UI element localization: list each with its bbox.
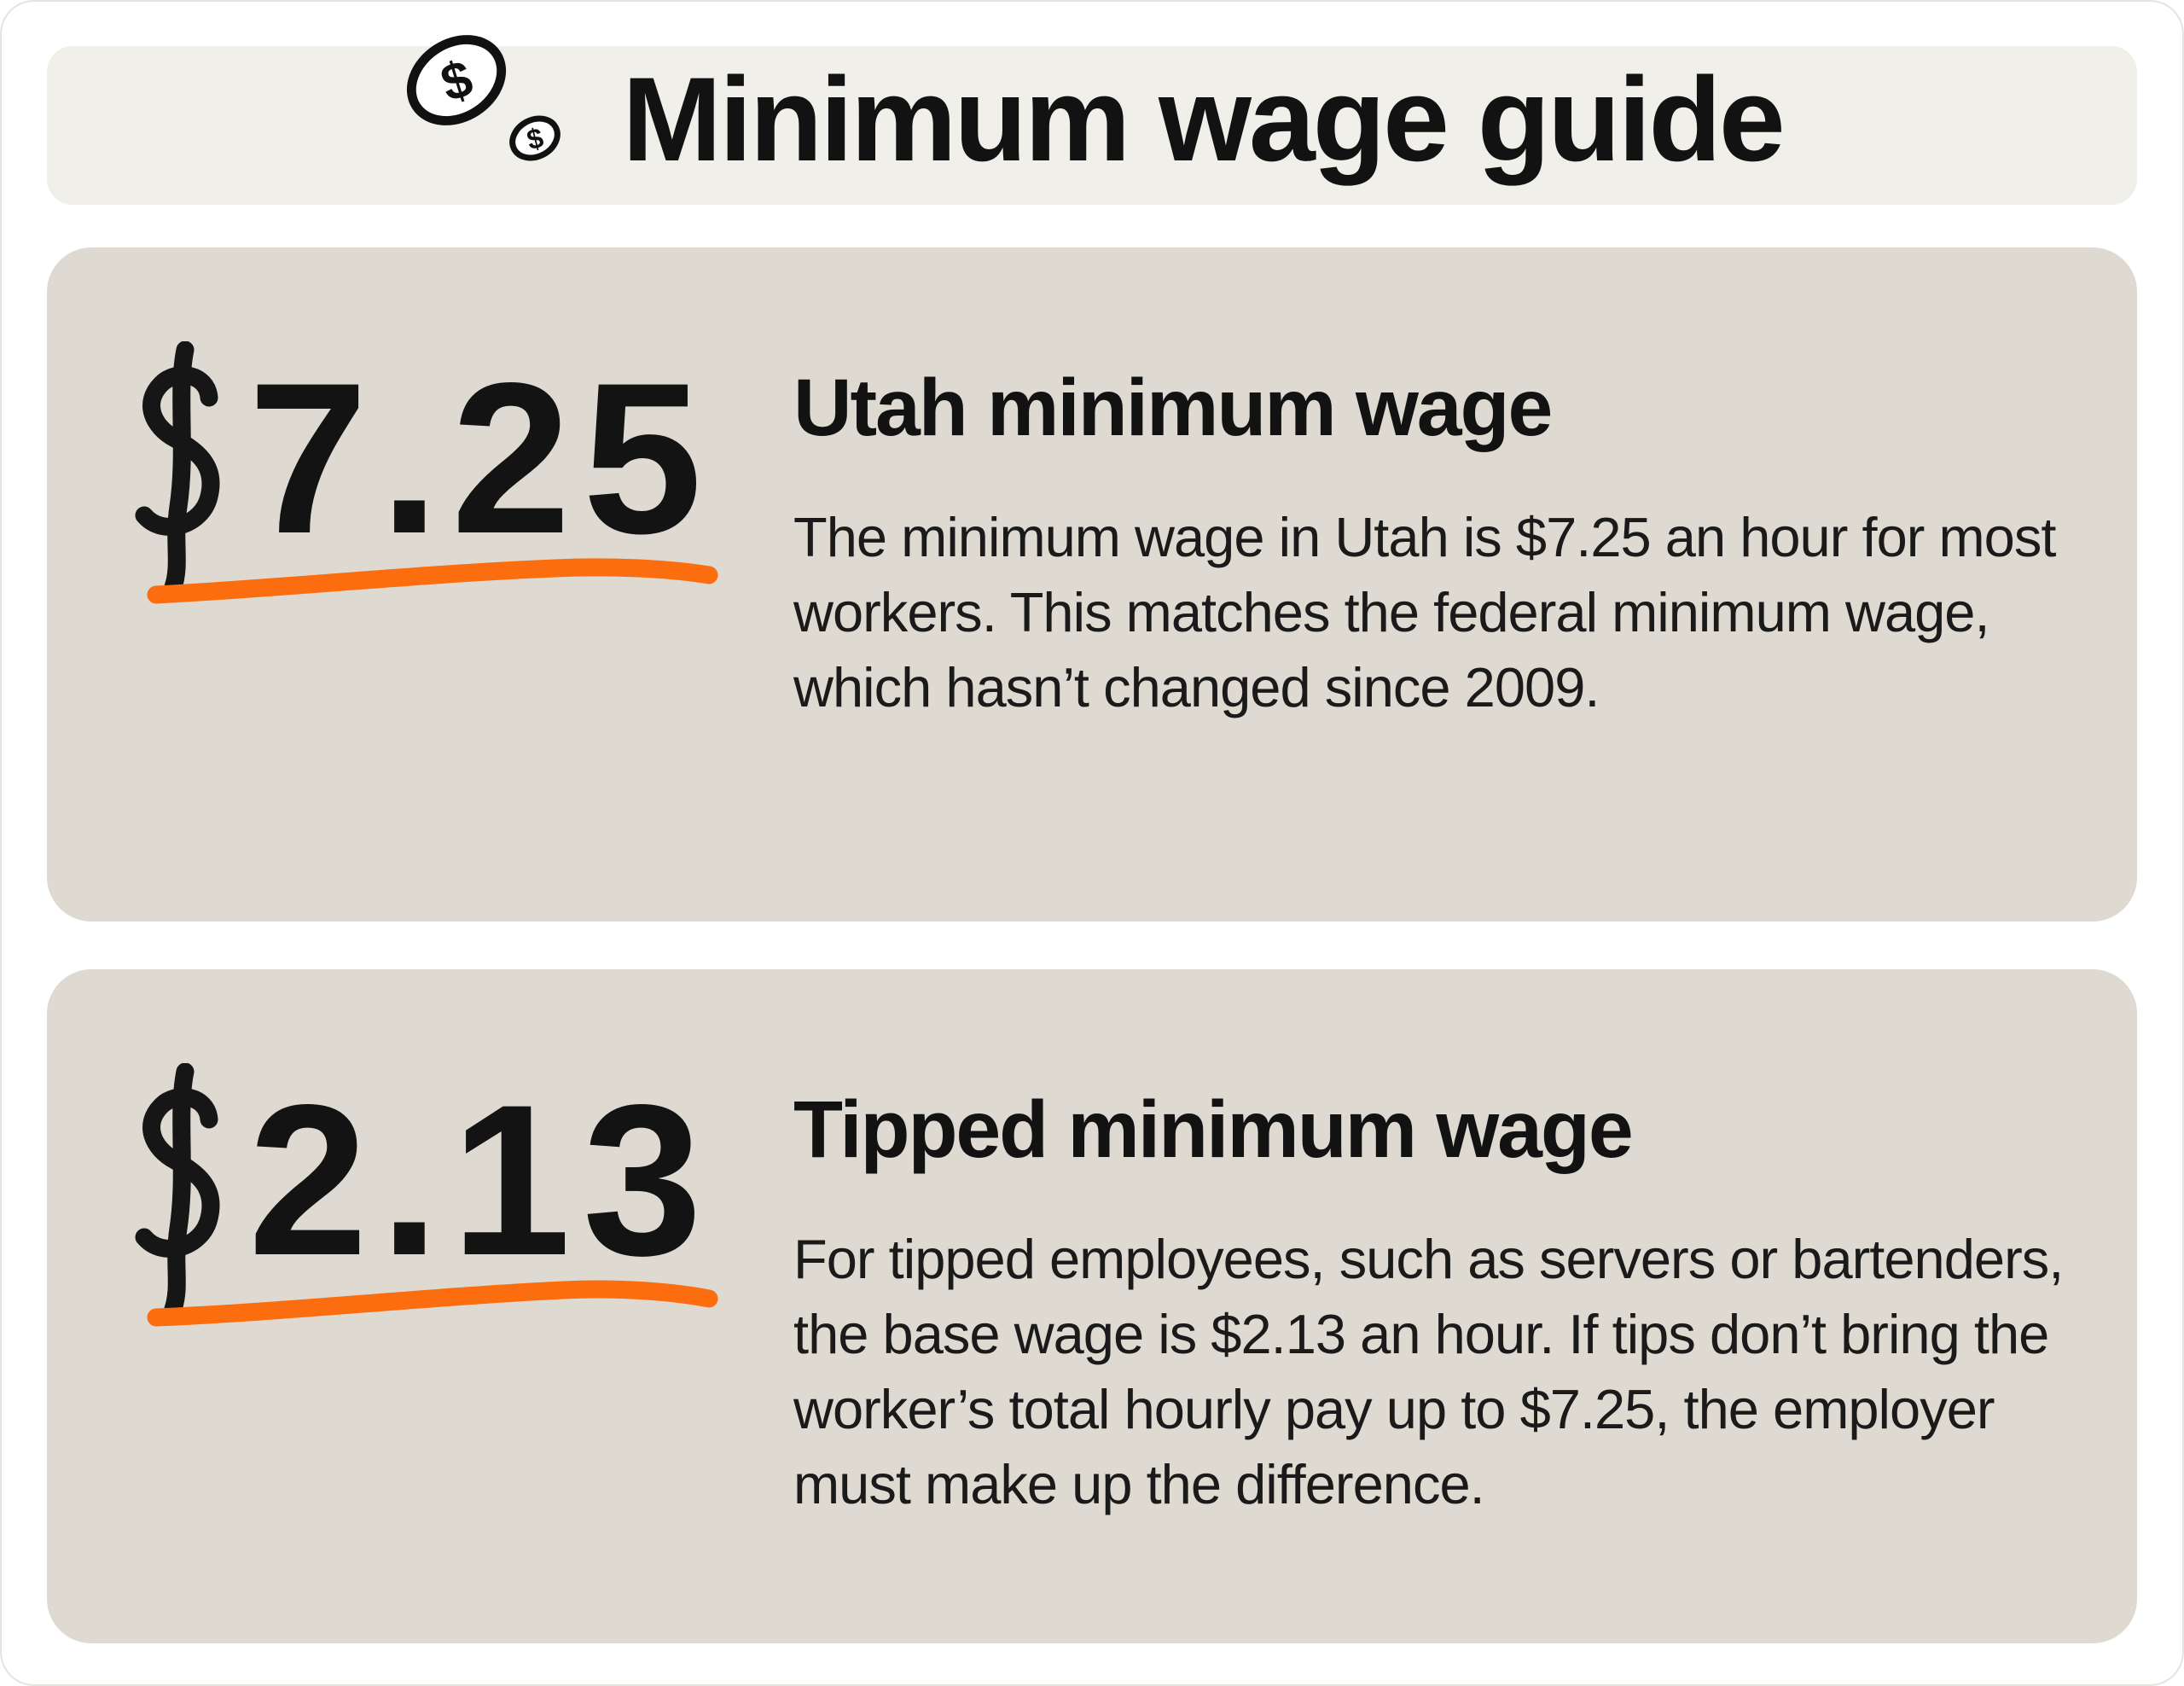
card-text-column: Tipped minimum wage For tipped employees…: [793, 1090, 2065, 1522]
amount-value: 2.13: [248, 1061, 714, 1300]
amount-block: 7.25: [132, 339, 798, 604]
card-text-column: Utah minimum wage The minimum wage in Ut…: [793, 368, 2065, 725]
dollar-coin-small-icon: $: [509, 115, 561, 161]
header-bar: $ $ Minimum wage guide: [47, 35, 2137, 205]
amount-block: 2.13: [132, 1061, 798, 1327]
card-tipped-minimum-wage: 2.13 Tipped minimum wage For tipped empl…: [47, 969, 2137, 1643]
hand-drawn-dollar-sign-icon: [135, 1063, 220, 1317]
dollar-coin-large-icon: $: [407, 35, 507, 125]
card-body-text: For tipped employees, such as servers or…: [793, 1228, 2064, 1515]
orange-underline-stroke: [147, 1280, 718, 1327]
dollar-coins-illustration: $ $: [401, 35, 567, 205]
hand-drawn-dollar-sign-icon: [135, 341, 220, 596]
amount-value: 7.25: [248, 339, 714, 578]
orange-underline-stroke: [147, 558, 718, 604]
card-heading: Utah minimum wage: [793, 363, 1553, 453]
page-title: Minimum wage guide: [622, 52, 1785, 186]
card-heading: Tipped minimum wage: [793, 1084, 1634, 1175]
card-utah-minimum-wage: 7.25 Utah minimum wage The minimum wage …: [47, 247, 2137, 921]
card-body-text: The minimum wage in Utah is $7.25 an hou…: [793, 506, 2056, 718]
